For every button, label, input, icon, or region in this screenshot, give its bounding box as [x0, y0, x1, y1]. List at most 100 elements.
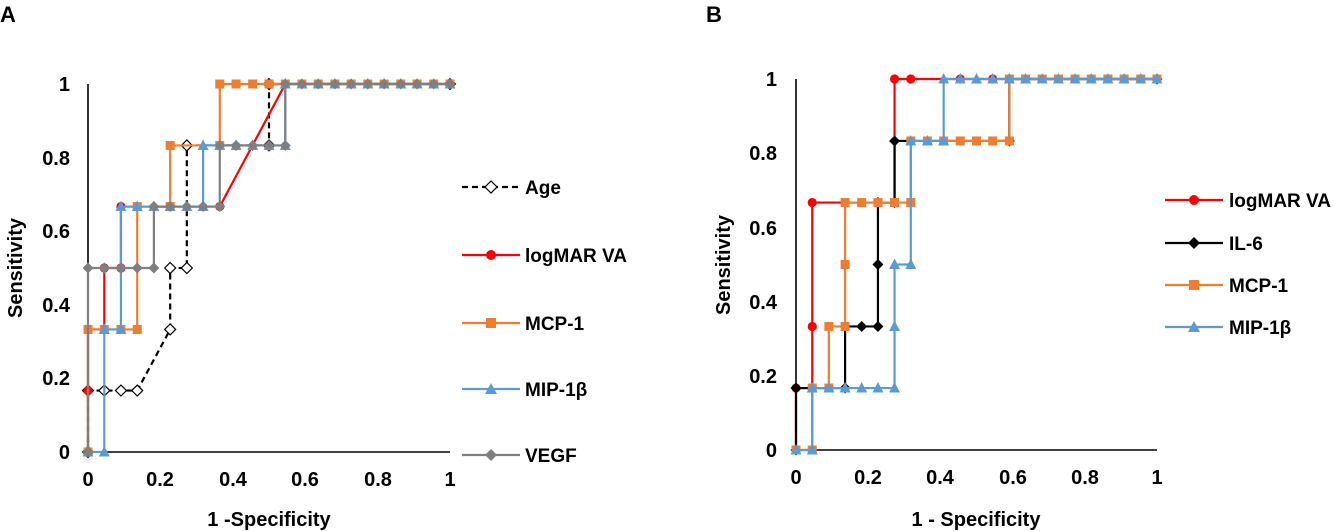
- data-point-vegf: [164, 201, 176, 213]
- data-point-mip-1b: [889, 258, 901, 269]
- data-point-age: [130, 384, 144, 397]
- panel-b-x-axis-title: 1 - Specificity: [912, 509, 1042, 531]
- legend-item-logmar-va: logMAR VA: [1165, 191, 1331, 212]
- panel-b-y-tick-labels: 0 0.2 0.4 0.6 0.8 1: [749, 69, 778, 462]
- legend-item-logmar-va: logMAR VA: [462, 246, 627, 267]
- data-point-mcp-1: [165, 140, 175, 150]
- data-point-il-6: [872, 259, 884, 270]
- data-point-vegf: [428, 78, 440, 90]
- legend-marker-vegf: [485, 449, 497, 461]
- y-tick-label: 0.4: [749, 292, 778, 314]
- y-tick-label: 0: [766, 440, 777, 462]
- data-point-logmar-va: [889, 74, 900, 84]
- data-point-age: [114, 384, 128, 397]
- legend-label-mcp-1: MCP-1: [1229, 276, 1289, 297]
- data-point-mcp-1: [840, 198, 850, 208]
- data-point-vegf: [148, 262, 160, 274]
- data-point-vegf: [82, 262, 94, 274]
- data-point-il-6: [889, 135, 901, 147]
- legend-marker-age: [484, 180, 498, 194]
- panel-b-letter: B: [706, 2, 722, 27]
- series-line-mcp-1: [796, 77, 1157, 452]
- data-point-vegf: [181, 201, 193, 213]
- data-point-mip-1b: [938, 134, 950, 146]
- series-line-il-6: [794, 77, 1157, 450]
- legend-label-age: Age: [525, 178, 561, 199]
- y-tick-label: 1: [59, 74, 70, 96]
- series-line-logmar-va: [794, 77, 1157, 450]
- data-point-mip-1b: [790, 444, 802, 455]
- legend-marker-logmar-va: [1189, 195, 1199, 205]
- data-point-vegf: [82, 446, 94, 458]
- data-point-mcp-1: [840, 321, 850, 331]
- x-tick-label: 0.4: [926, 467, 955, 489]
- data-point-vegf: [411, 78, 423, 90]
- legend-item-il-6: IL-6: [1165, 234, 1263, 255]
- data-point-mcp-1: [248, 79, 258, 89]
- data-point-vegf: [362, 78, 374, 90]
- panel-a-series: [81, 77, 457, 459]
- data-point-mip-1b: [971, 73, 982, 84]
- series-mcp-1: [791, 74, 1162, 455]
- legend-marker-mcp-1: [486, 318, 496, 328]
- legend-label-mcp-1: MCP-1: [525, 314, 585, 335]
- data-point-mcp-1: [264, 79, 274, 89]
- data-point-mcp-1: [955, 136, 965, 146]
- panel-b-x-tick-labels: 0 0.2 0.4 0.6 0.8 1: [790, 467, 1162, 489]
- legend-label-logmar-va: logMAR VA: [525, 246, 627, 267]
- data-point-il-6: [872, 320, 884, 332]
- data-point-vegf: [279, 139, 291, 151]
- legend-item-mcp-1: MCP-1: [462, 314, 585, 335]
- data-point-mip-1b: [806, 444, 818, 455]
- data-point-vegf: [263, 139, 275, 151]
- data-point-mcp-1: [857, 198, 867, 208]
- data-point-mip-1b: [1036, 73, 1048, 84]
- data-point-age: [163, 323, 177, 336]
- y-tick-label: 0.2: [42, 368, 70, 390]
- data-point-mip-1b: [115, 323, 127, 334]
- data-point-mcp-1: [890, 198, 900, 208]
- data-point-mip-1b: [1102, 73, 1114, 84]
- data-point-mip-1b: [938, 73, 950, 84]
- data-point-vegf: [131, 262, 143, 274]
- data-point-mcp-1: [988, 136, 998, 146]
- data-point-mip-1b: [1118, 73, 1130, 84]
- legend-item-mcp-1: MCP-1: [1165, 276, 1289, 297]
- x-tick-label: 0: [82, 469, 93, 491]
- data-point-age: [163, 261, 177, 275]
- data-point-vegf: [197, 201, 209, 213]
- data-point-vegf: [148, 201, 160, 213]
- series-line-mip-1b: [796, 77, 1157, 452]
- legend-marker-il-6: [1188, 237, 1200, 249]
- legend-marker-mip-1b: [1188, 321, 1200, 332]
- data-point-mip-1b: [98, 323, 110, 334]
- panel-b-y-axis-title: Sensitivity: [713, 214, 735, 315]
- data-point-mip-1b: [889, 382, 901, 393]
- data-point-mip-1b: [823, 382, 835, 393]
- data-point-mip-1b: [889, 320, 901, 331]
- x-tick-label: 0.8: [364, 469, 392, 491]
- data-point-mip-1b: [954, 73, 966, 84]
- y-tick-label: 0.4: [42, 295, 71, 317]
- data-point-mip-1b: [1003, 73, 1015, 84]
- data-point-mip-1b: [839, 382, 851, 393]
- panel-b-legend: logMAR VA IL-6 MCP-1 MIP-1β: [1165, 191, 1331, 339]
- panel-b-series: [790, 73, 1163, 456]
- data-point-vegf: [345, 78, 357, 90]
- y-tick-label: 0.6: [42, 221, 70, 243]
- panel-a-y-axis-title: Sensitivity: [5, 217, 27, 318]
- legend-item-vegf: VEGF: [462, 446, 577, 467]
- data-point-vegf: [312, 78, 324, 90]
- data-point-mcp-1: [1004, 136, 1014, 146]
- x-tick-label: 0.6: [291, 469, 319, 491]
- legend-marker-logmar-va: [486, 250, 496, 260]
- legend-label-vegf: VEGF: [525, 446, 577, 467]
- legend-marker-mcp-1: [1189, 280, 1199, 290]
- data-point-vegf: [247, 139, 259, 151]
- panel-a-letter: A: [0, 2, 16, 27]
- data-point-il-6: [856, 320, 868, 332]
- data-point-vegf: [378, 78, 390, 90]
- data-point-mip-1b: [905, 258, 917, 269]
- data-point-mcp-1: [231, 79, 241, 89]
- data-point-mcp-1: [873, 198, 883, 208]
